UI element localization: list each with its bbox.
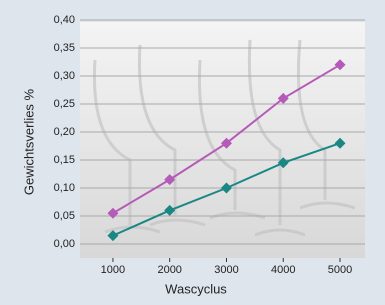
y-tick-label: 0,00 <box>54 238 75 250</box>
y-tick-label: 0,10 <box>54 182 75 194</box>
y-tick-label: 0,35 <box>54 42 75 54</box>
y-axis-label: Gewichtsverlies % <box>21 88 36 195</box>
y-tick-label: 0,30 <box>54 70 75 82</box>
x-tick-label: 5000 <box>328 264 352 276</box>
x-tick-label: 1000 <box>101 264 125 276</box>
x-tick-label: 4000 <box>271 264 295 276</box>
chart: Wascyclus Gewichtsverlies % 0,00 0,05 0,10… <box>0 0 385 305</box>
y-tick-label: 0,15 <box>54 154 75 166</box>
y-tick-label: 0,25 <box>54 98 75 110</box>
y-tick-label: 0,20 <box>54 126 75 138</box>
x-axis-label: Wascyclus <box>165 281 227 296</box>
x-tick-label: 2000 <box>157 264 181 276</box>
plot-area <box>80 22 365 258</box>
x-tick-label: 3000 <box>214 264 238 276</box>
y-tick-label: 0,40 <box>54 14 75 26</box>
y-tick-label: 0,05 <box>54 210 75 222</box>
